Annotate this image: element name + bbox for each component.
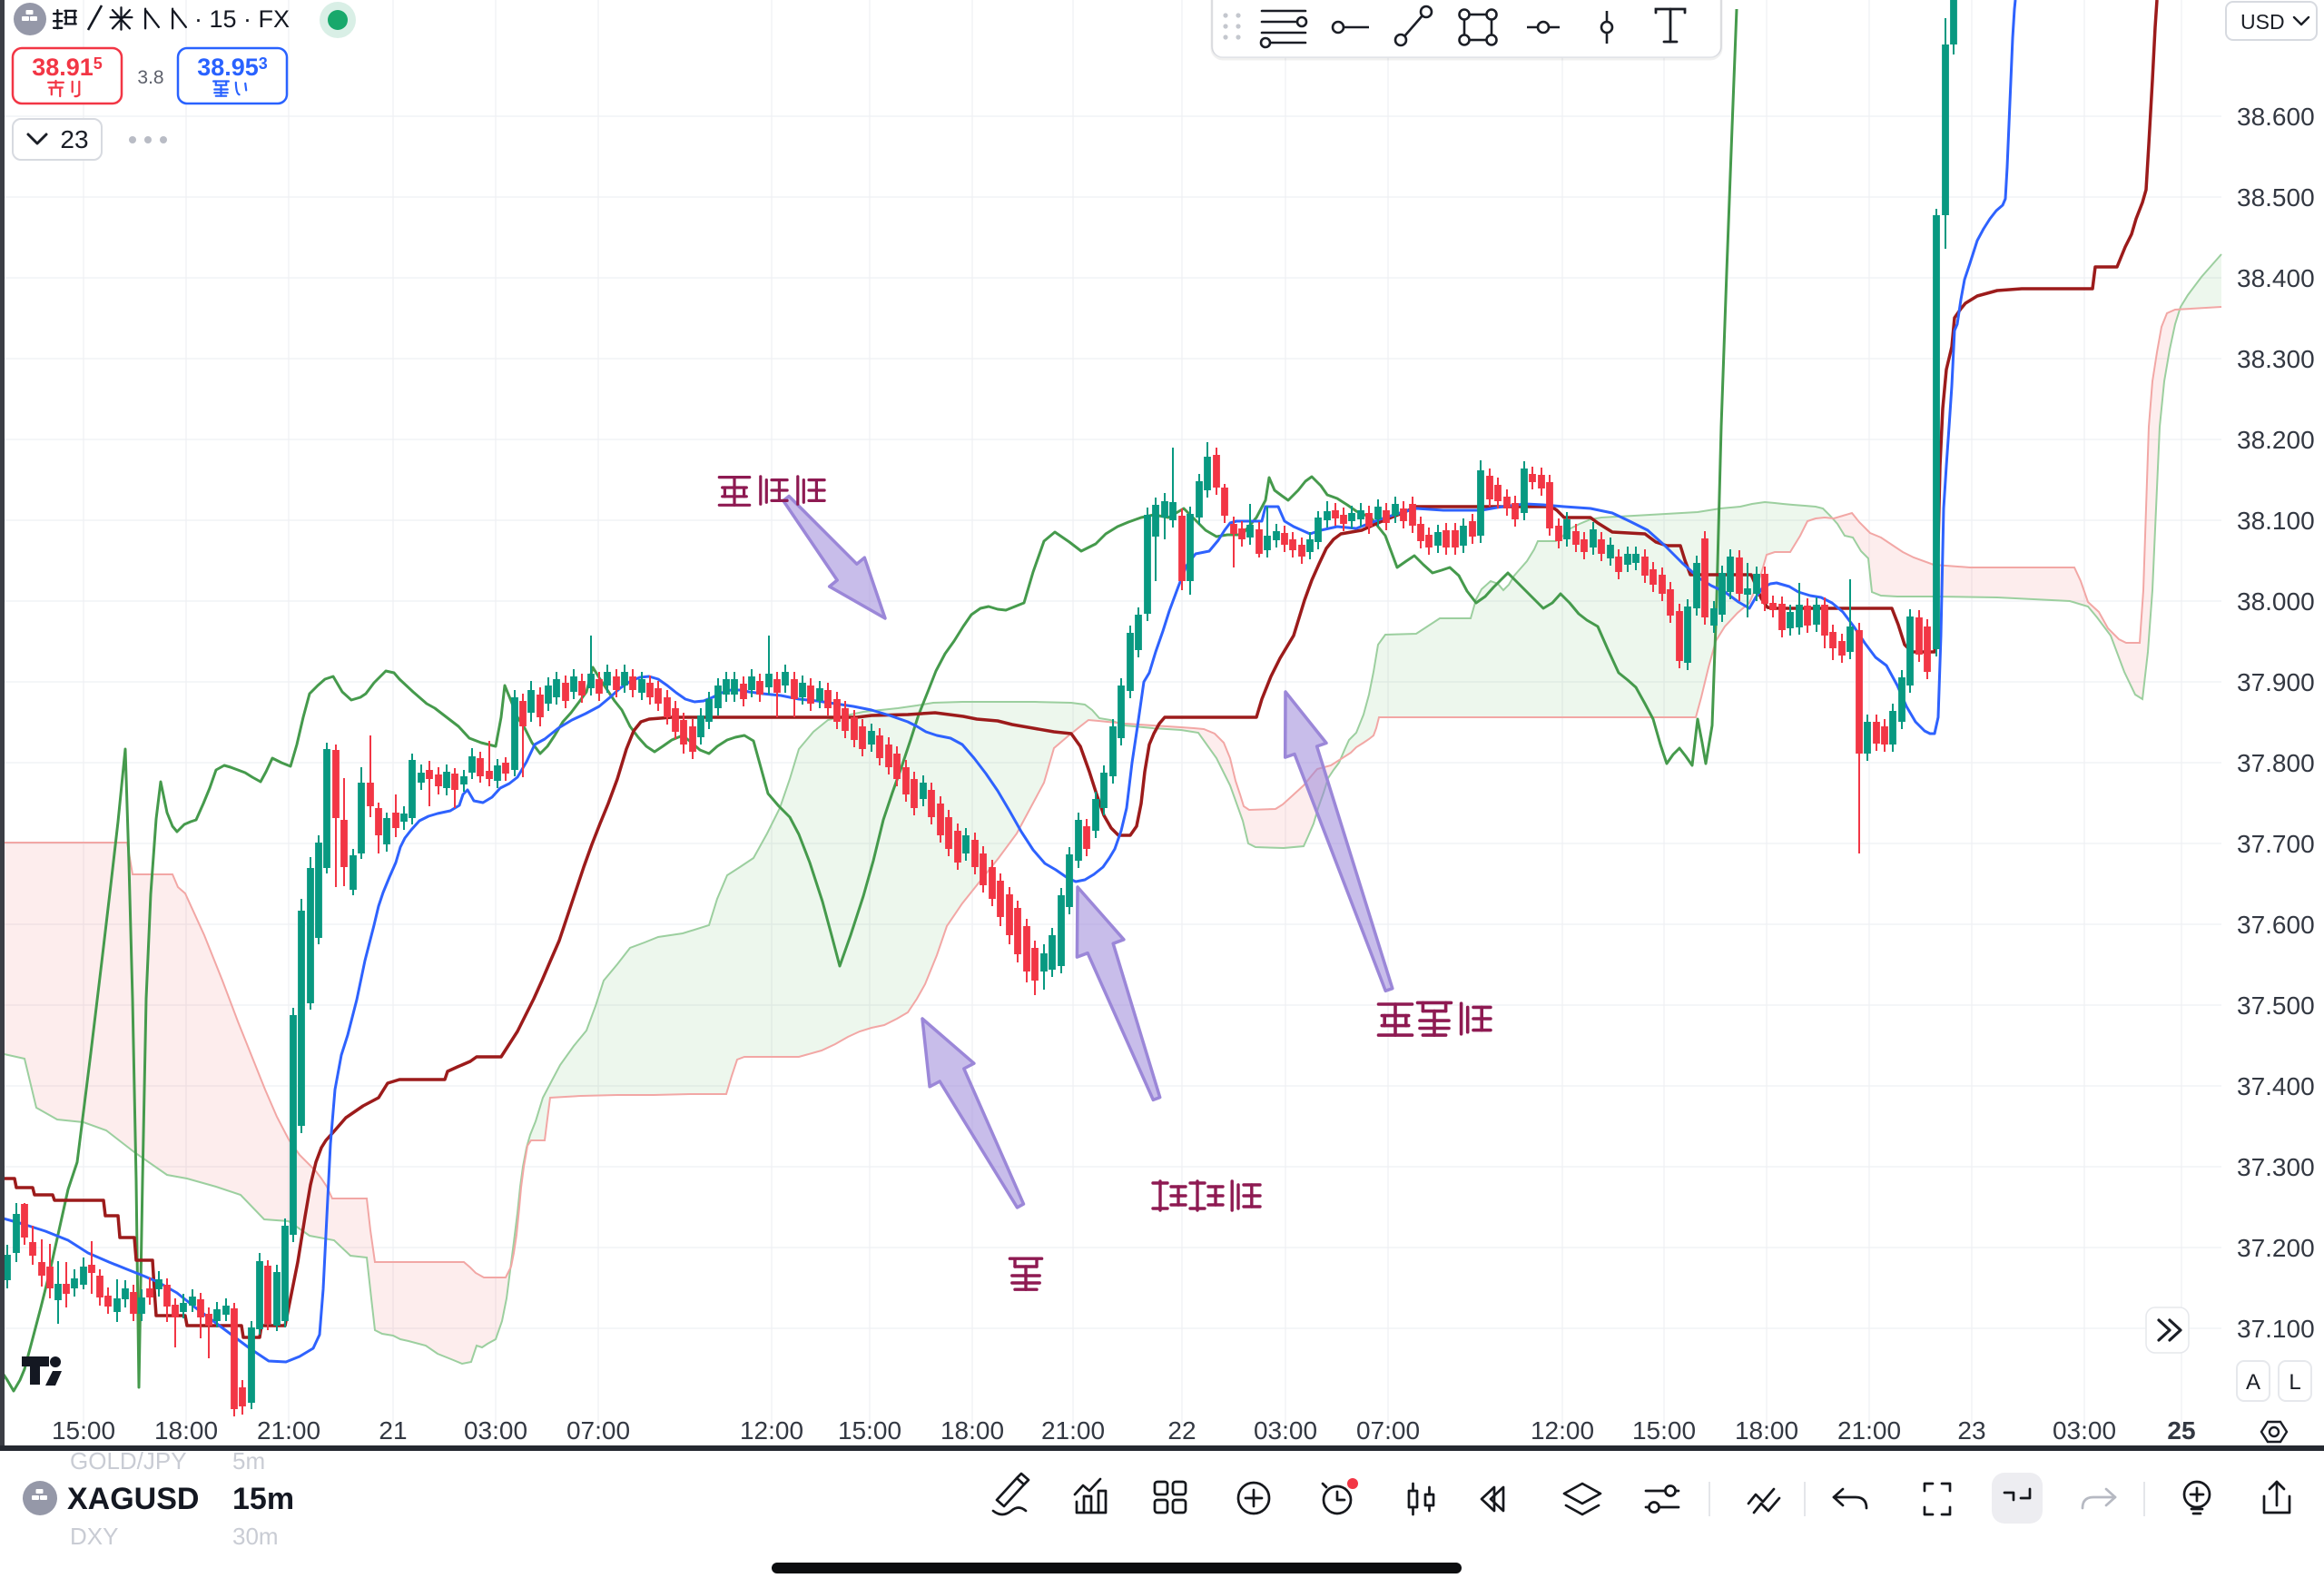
svg-text:07:00: 07:00	[1356, 1416, 1420, 1445]
svg-text:37.700: 37.700	[2237, 830, 2315, 858]
svg-text:15:00: 15:00	[838, 1416, 901, 1445]
svg-text:18:00: 18:00	[1735, 1416, 1798, 1445]
svg-text:23: 23	[60, 125, 88, 153]
svg-text:23: 23	[1957, 1416, 1985, 1445]
svg-text:38.953: 38.953	[197, 54, 268, 81]
svg-text:38.915: 38.915	[32, 54, 103, 81]
svg-text:A: A	[2246, 1370, 2260, 1395]
svg-text:37.300: 37.300	[2237, 1153, 2315, 1181]
svg-text:21:00: 21:00	[1041, 1416, 1105, 1445]
svg-text:38.100: 38.100	[2237, 507, 2315, 535]
svg-text:GOLD/JPY: GOLD/JPY	[70, 1447, 187, 1475]
svg-text:DXY: DXY	[70, 1523, 118, 1550]
svg-text:15:00: 15:00	[52, 1416, 115, 1445]
svg-text:38.600: 38.600	[2237, 103, 2315, 131]
svg-text:37.900: 37.900	[2237, 668, 2315, 696]
svg-text:07:00: 07:00	[566, 1416, 630, 1445]
svg-text:38.300: 38.300	[2237, 345, 2315, 373]
svg-text:37.100: 37.100	[2237, 1315, 2315, 1343]
svg-text:38.000: 38.000	[2237, 587, 2315, 616]
svg-text:· 15 · FX: · 15 · FX	[194, 5, 290, 33]
svg-text:03:00: 03:00	[464, 1416, 527, 1445]
svg-text:XAGUSD: XAGUSD	[67, 1482, 199, 1516]
svg-text:37.500: 37.500	[2237, 991, 2315, 1020]
svg-text:12:00: 12:00	[740, 1416, 803, 1445]
svg-text:21: 21	[379, 1416, 407, 1445]
svg-text:22: 22	[1167, 1416, 1196, 1445]
svg-text:37.600: 37.600	[2237, 911, 2315, 939]
svg-text:38.200: 38.200	[2237, 426, 2315, 454]
svg-text:03:00: 03:00	[2053, 1416, 2116, 1445]
svg-text:25: 25	[2167, 1416, 2195, 1445]
svg-text:15:00: 15:00	[1632, 1416, 1696, 1445]
svg-text:38.400: 38.400	[2237, 264, 2315, 292]
svg-text:37.400: 37.400	[2237, 1072, 2315, 1100]
svg-text:18:00: 18:00	[154, 1416, 218, 1445]
svg-text:37.800: 37.800	[2237, 749, 2315, 777]
svg-text:21:00: 21:00	[257, 1416, 320, 1445]
svg-text:12:00: 12:00	[1531, 1416, 1594, 1445]
svg-text:L: L	[2289, 1370, 2300, 1395]
svg-text:37.200: 37.200	[2237, 1234, 2315, 1262]
svg-text:5m: 5m	[232, 1447, 265, 1475]
svg-text:15m: 15m	[232, 1482, 294, 1516]
svg-text:USD: USD	[2240, 10, 2285, 34]
svg-text:21:00: 21:00	[1837, 1416, 1901, 1445]
svg-text:3.8: 3.8	[137, 67, 163, 88]
svg-text:18:00: 18:00	[940, 1416, 1004, 1445]
svg-text:38.500: 38.500	[2237, 183, 2315, 212]
svg-text:30m: 30m	[232, 1523, 279, 1550]
svg-text:03:00: 03:00	[1254, 1416, 1317, 1445]
